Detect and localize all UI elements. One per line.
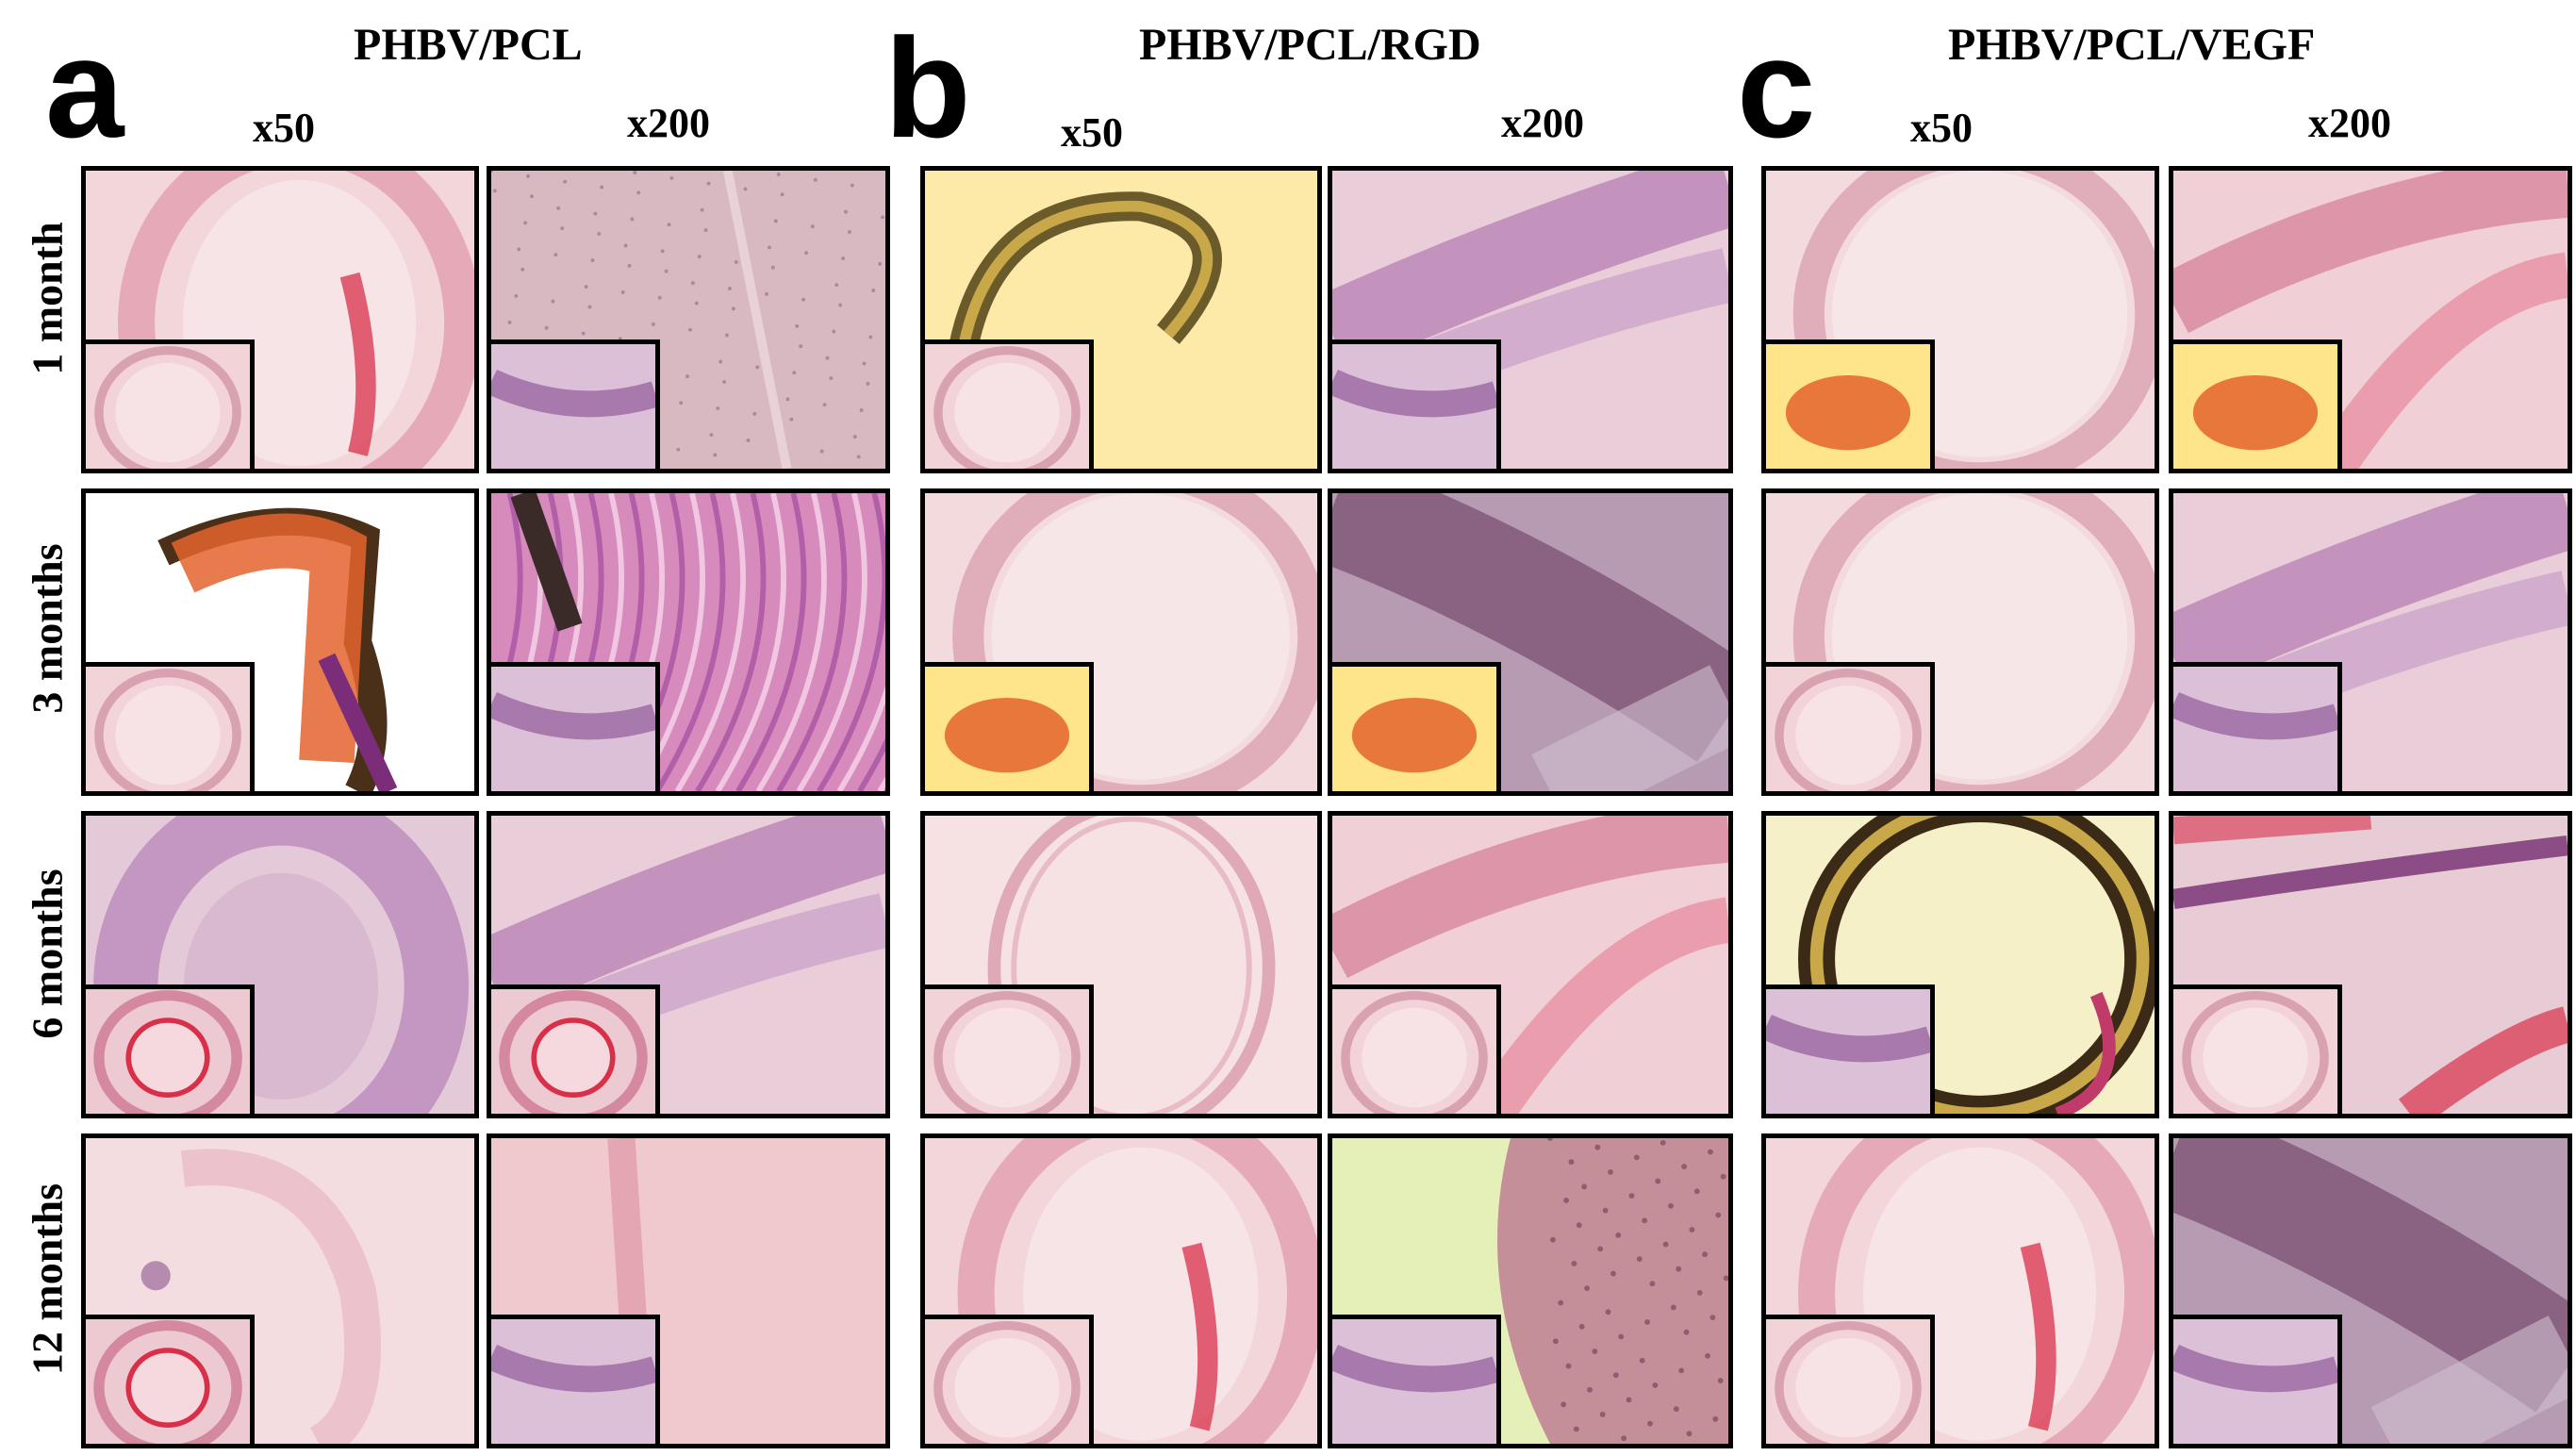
mag-label-b-high: x200 [1501,100,1584,146]
micrograph-a-12m-x50 [81,1133,479,1448]
inset-b-1m-x200 [1332,339,1501,469]
inset-c-12m-x50 [1766,1315,1935,1444]
inset-c-12m-x200 [2173,1315,2342,1444]
panel-letter-c: c [1737,8,1816,167]
micrograph-a-6m-x50 [81,811,479,1118]
micrograph-b-1m-x50 [920,166,1322,473]
micrograph-b-3m-x200 [1328,488,1733,796]
micrograph-a-6m-x200 [487,811,890,1118]
micrograph-a-3m-x50 [81,488,479,796]
inset-a-6m-x50 [86,984,255,1114]
inset-b-12m-x50 [925,1315,1094,1444]
micrograph-b-6m-x50 [920,811,1322,1118]
micrograph-b-12m-x50 [920,1133,1322,1448]
micrograph-b-1m-x200 [1328,166,1733,473]
inset-a-3m-x200 [491,662,660,791]
panel-letter-a: a [45,8,124,167]
inset-c-6m-x50 [1766,984,1935,1114]
micrograph-a-3m-x200 [487,488,890,796]
mag-label-c-high: x200 [2308,100,2391,146]
mag-label-a-high: x200 [627,100,710,146]
mag-label-a-low: x50 [253,105,315,151]
inset-b-3m-x200 [1332,662,1501,791]
inset-a-1m-x200 [491,339,660,469]
micrograph-a-12m-x200 [487,1133,890,1448]
group-title-b: PHBV/PCL/RGD [1139,20,1481,70]
inset-c-6m-x200 [2173,984,2342,1114]
inset-b-6m-x50 [925,984,1094,1114]
micrograph-c-12m-x50 [1761,1133,2159,1448]
inset-b-6m-x200 [1332,984,1501,1114]
micrograph-a-1m-x50 [81,166,479,473]
panel-letter-b: b [884,8,971,167]
inset-a-12m-x200 [491,1315,660,1444]
inset-a-6m-x200 [491,984,660,1114]
inset-a-1m-x50 [86,339,255,469]
row-label-12-months: 12 months [23,1183,72,1376]
row-label-1-month: 1 month [23,222,72,375]
inset-c-3m-x200 [2173,662,2342,791]
inset-b-12m-x200 [1332,1315,1501,1444]
micrograph-c-1m-x50 [1761,166,2159,473]
inset-c-1m-x200 [2173,339,2342,469]
group-title-c: PHBV/PCL/VEGF [1948,20,2316,70]
micrograph-c-1m-x200 [2169,166,2572,473]
row-label-3-months: 3 months [23,543,72,714]
mag-label-c-low: x50 [1910,105,1973,151]
inset-c-1m-x50 [1766,339,1935,469]
micrograph-c-12m-x200 [2169,1133,2572,1448]
row-label-6-months: 6 months [23,869,72,1039]
inset-c-3m-x50 [1766,662,1935,791]
micrograph-c-6m-x50 [1761,811,2159,1118]
inset-a-12m-x50 [86,1315,255,1444]
micrograph-b-12m-x200 [1328,1133,1733,1448]
inset-b-1m-x50 [925,339,1094,469]
group-title-a: PHBV/PCL [354,20,583,70]
micrograph-c-3m-x50 [1761,488,2159,796]
inset-a-3m-x50 [86,662,255,791]
micrograph-c-3m-x200 [2169,488,2572,796]
micrograph-a-1m-x200 [487,166,890,473]
mag-label-b-low: x50 [1061,109,1123,156]
micrograph-b-3m-x50 [920,488,1322,796]
inset-b-3m-x50 [925,662,1094,791]
micrograph-c-6m-x200 [2169,811,2572,1118]
micrograph-b-6m-x200 [1328,811,1733,1118]
